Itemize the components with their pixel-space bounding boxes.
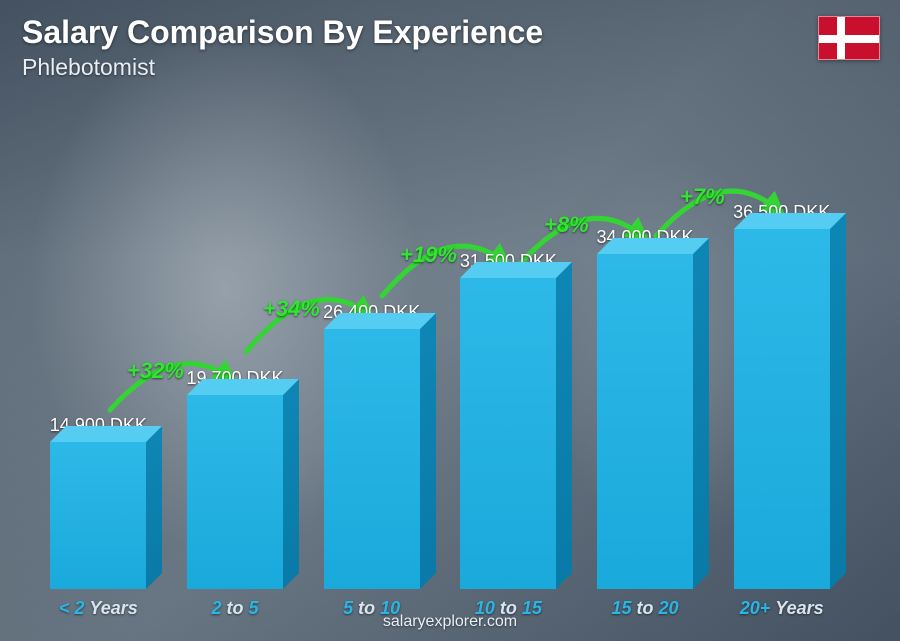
flag-icon: [818, 16, 880, 60]
increase-pct-label: +19%: [400, 242, 457, 268]
bar: [597, 254, 693, 589]
infographic-container: Salary Comparison By Experience Phleboto…: [0, 0, 900, 641]
chart-subtitle: Phlebotomist: [22, 54, 155, 81]
bar: [187, 395, 283, 589]
bars-row: 14,900 DKK< 2 Years19,700 DKK2 to 526,40…: [30, 100, 850, 589]
bar-slot: 36,500 DKK20+ Years: [713, 100, 850, 589]
bar: [734, 229, 830, 589]
bar: [324, 329, 420, 589]
bar-slot: 31,500 DKK10 to 15: [440, 100, 577, 589]
bar-slot: 34,000 DKK15 to 20: [577, 100, 714, 589]
increase-pct-label: +7%: [680, 184, 725, 210]
increase-pct-label: +8%: [544, 212, 589, 238]
bar: [460, 278, 556, 589]
bar: [50, 442, 146, 589]
bar-slot: 14,900 DKK< 2 Years: [30, 100, 167, 589]
bar-slot: 26,400 DKK5 to 10: [303, 100, 440, 589]
footer-credit: salaryexplorer.com: [0, 613, 900, 631]
increase-pct-label: +32%: [127, 358, 184, 384]
chart-title: Salary Comparison By Experience: [22, 14, 543, 51]
bar-chart: 14,900 DKK< 2 Years19,700 DKK2 to 526,40…: [30, 100, 850, 589]
bar-slot: 19,700 DKK2 to 5: [167, 100, 304, 589]
increase-pct-label: +34%: [263, 296, 320, 322]
